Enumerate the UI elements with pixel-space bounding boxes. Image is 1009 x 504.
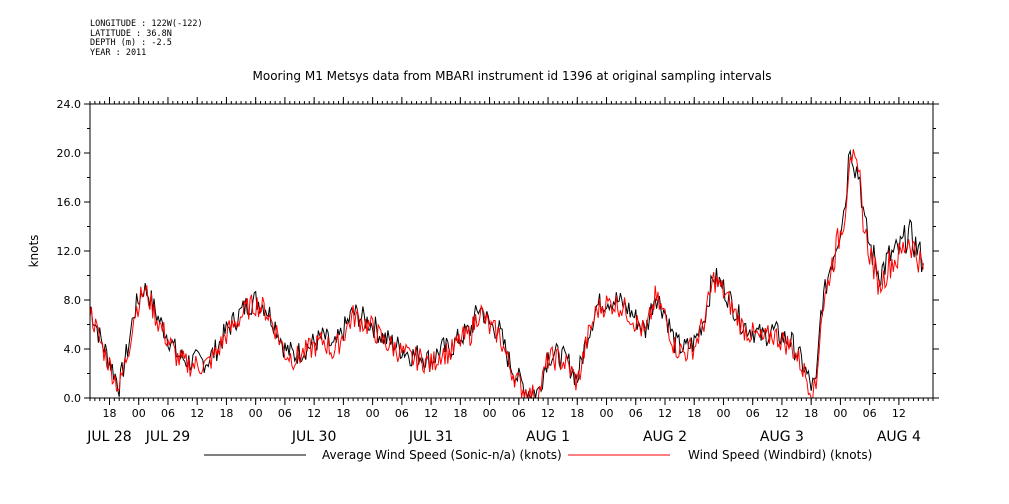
- x-date-label: AUG 1: [526, 429, 570, 445]
- x-tick-label: 12: [658, 407, 672, 420]
- x-tick-label: 18: [336, 407, 350, 420]
- x-tick-label: 06: [629, 407, 643, 420]
- x-tick-label: 12: [892, 407, 906, 420]
- metadata-year: YEAR : 2011: [90, 47, 147, 58]
- y-tick-label: 0.0: [64, 392, 82, 405]
- x-tick-label: 18: [687, 407, 701, 420]
- legend: Average Wind Speed (Sonic-n/a) (knots) W…: [204, 448, 872, 462]
- y-tick-label: 16.0: [57, 196, 82, 209]
- x-tick-label: 06: [863, 407, 877, 420]
- x-tick-label: 00: [716, 407, 730, 420]
- x-tick-label: 12: [775, 407, 789, 420]
- legend-label-average-wind-speed: Average Wind Speed (Sonic-n/a) (knots): [322, 448, 562, 462]
- legend-label-windbird-wind-speed: Wind Speed (Windbird) (knots): [688, 448, 872, 462]
- x-date-label: JUL 30: [291, 429, 336, 445]
- x-tick-label: 06: [278, 407, 292, 420]
- x-date-label: AUG 4: [877, 429, 921, 445]
- x-tick-label: 00: [249, 407, 263, 420]
- x-tick-label: 06: [746, 407, 760, 420]
- x-tick-label: 00: [600, 407, 614, 420]
- x-tick-label: 00: [833, 407, 847, 420]
- metadata-block: LONGITUDE : 122W(-122) LATITUDE : 36.8N …: [90, 19, 203, 58]
- x-date-label: JUL 31: [408, 429, 453, 445]
- chart-title: Mooring M1 Metsys data from MBARI instru…: [253, 69, 772, 83]
- x-tick-label: 00: [483, 407, 497, 420]
- y-tick-label: 8.0: [64, 294, 82, 307]
- x-tick-label: 06: [161, 407, 175, 420]
- y-axis-label: knots: [27, 235, 41, 268]
- x-tick-label: 00: [132, 407, 146, 420]
- x-tick-label: 18: [102, 407, 116, 420]
- x-tick-label: 12: [541, 407, 555, 420]
- series-average-wind-speed: [89, 149, 924, 400]
- x-date-label: AUG 2: [643, 429, 687, 445]
- x-tick-label: 12: [307, 407, 321, 420]
- x-tick-label: 12: [424, 407, 438, 420]
- y-tick-label: 24.0: [57, 98, 82, 111]
- y-tick-label: 20.0: [57, 147, 82, 160]
- x-date-label: JUL 28: [86, 429, 131, 445]
- plot-frame: [89, 103, 934, 399]
- x-tick-label: 06: [395, 407, 409, 420]
- x-tick-label: 12: [190, 407, 204, 420]
- x-tick-label: 18: [219, 407, 233, 420]
- x-tick-label: 18: [804, 407, 818, 420]
- x-tick-label: 18: [453, 407, 467, 420]
- series-lines: [89, 149, 924, 400]
- x-tick-label: 00: [366, 407, 380, 420]
- x-tick-label: 06: [512, 407, 526, 420]
- x-tick-label: 18: [570, 407, 584, 420]
- y-tick-label: 4.0: [64, 343, 82, 356]
- x-date-label: AUG 3: [760, 429, 804, 445]
- y-tick-label: 12.0: [57, 245, 82, 258]
- series-windbird-wind-speed: [89, 149, 924, 399]
- metadata-longitude: LONGITUDE : 122W(-122): [90, 19, 203, 29]
- metadata-latitude: LATITUDE : 36.8N: [90, 28, 172, 39]
- x-date-label: JUL 29: [145, 429, 190, 445]
- axis-ticks: 0.0 4.0 8.0 12.0 16.0 20.0 24.0 18 00 06 12 18 00 06 1…: [57, 97, 939, 445]
- metadata-depth: DEPTH (m) : -2.5: [90, 38, 172, 48]
